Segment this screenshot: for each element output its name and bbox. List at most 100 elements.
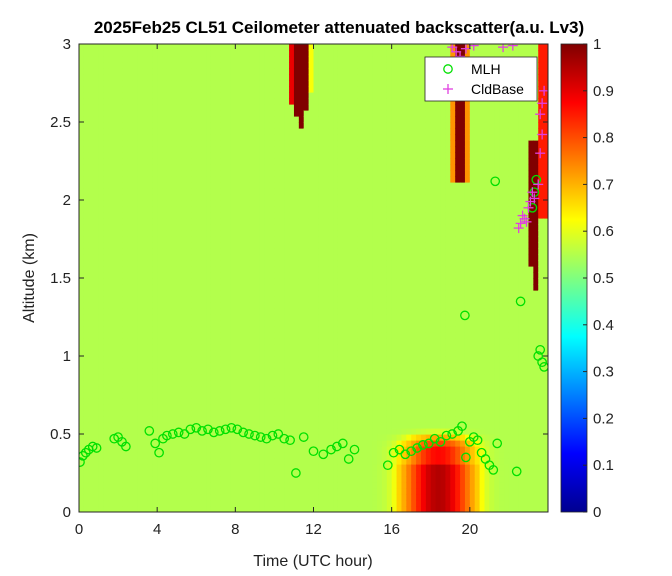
heat-cell <box>318 416 324 423</box>
heat-cell <box>381 56 388 63</box>
heat-cell <box>342 332 349 339</box>
heat-cell <box>181 164 188 171</box>
heat-cell <box>88 260 95 267</box>
heat-cell <box>367 452 373 459</box>
heat-cell <box>347 170 354 177</box>
heat-cell <box>181 320 188 327</box>
heat-cell <box>83 182 90 189</box>
heat-cell <box>367 146 373 153</box>
heat-cell <box>206 494 212 501</box>
heat-cell <box>113 344 119 351</box>
heat-cell <box>166 152 173 159</box>
heat-cell <box>196 122 202 129</box>
heat-cell <box>323 44 329 51</box>
heat-cell <box>210 296 217 303</box>
heat-cell <box>215 398 222 405</box>
heat-cell <box>152 128 158 135</box>
heat-cell <box>254 122 261 129</box>
heat-cell <box>108 302 114 309</box>
heat-cell <box>230 416 236 423</box>
heat-cell <box>191 92 197 99</box>
heat-cell <box>132 482 139 489</box>
heat-cell <box>386 350 393 357</box>
heat-cell <box>132 254 139 261</box>
heat-cell <box>108 380 114 387</box>
heat-cell <box>152 458 158 465</box>
heat-cell <box>137 428 144 435</box>
heat-cell <box>142 146 148 153</box>
heat-cell <box>289 104 295 111</box>
heat-cell <box>196 368 202 375</box>
heat-cell <box>225 230 232 237</box>
heat-cell <box>206 458 212 465</box>
heat-cell <box>98 206 105 213</box>
heat-cell <box>215 134 222 141</box>
heat-cell <box>259 80 266 87</box>
heat-cell <box>142 80 148 87</box>
heat-cell <box>328 188 334 195</box>
heat-cell <box>220 68 227 75</box>
heat-cell <box>333 356 339 363</box>
heat-cell <box>98 266 105 273</box>
heat-cell <box>235 182 241 189</box>
heat-cell <box>137 92 144 99</box>
heat-cell <box>83 464 90 471</box>
heat-cell <box>201 482 207 489</box>
heat-cell <box>181 194 188 201</box>
heat-cell <box>279 200 285 207</box>
heat-cell <box>176 338 183 345</box>
heat-cell <box>235 152 241 159</box>
heat-cell <box>240 428 246 435</box>
heat-cell <box>284 350 290 357</box>
heat-cell <box>249 50 256 57</box>
heat-cell <box>347 494 354 501</box>
heat-cell <box>98 128 105 135</box>
heat-cell <box>196 206 202 213</box>
heat-cell <box>318 440 324 447</box>
heat-cell <box>381 92 388 99</box>
heat-cell <box>259 338 266 345</box>
heat-cell <box>240 410 246 417</box>
heat-cell <box>342 224 349 231</box>
heat-cell <box>186 344 192 351</box>
heat-cell <box>313 164 319 171</box>
heat-cell <box>181 422 188 429</box>
heat-cell <box>235 380 241 387</box>
heat-cell <box>372 482 378 489</box>
heat-cell <box>381 290 388 297</box>
heat-cell <box>240 380 246 387</box>
heat-cell <box>357 164 363 171</box>
heat-cell <box>108 98 114 105</box>
heat-cell <box>157 368 163 375</box>
heat-cell <box>196 200 202 207</box>
heat-cell <box>337 404 344 411</box>
heat-cell <box>113 224 119 231</box>
heat-cell <box>88 326 95 333</box>
heat-cell <box>127 236 134 243</box>
heat-cell <box>181 218 188 225</box>
heat-cell <box>298 206 305 213</box>
heat-cell <box>298 218 305 225</box>
heat-cell <box>108 242 114 249</box>
heat-cell <box>362 398 368 405</box>
heat-cell <box>122 476 129 483</box>
heat-cell <box>191 476 197 483</box>
heat-cell <box>191 452 197 459</box>
heat-cell <box>352 374 359 381</box>
heat-cell <box>152 218 158 225</box>
heat-cell <box>215 92 222 99</box>
heat-cell <box>88 416 95 423</box>
heat-cell <box>142 314 148 321</box>
heat-cell <box>210 362 217 369</box>
heat-cell <box>284 230 290 237</box>
heat-cell <box>103 350 109 357</box>
heat-cell <box>186 302 192 309</box>
heat-cell <box>318 104 324 111</box>
heat-cell <box>152 188 158 195</box>
heat-cell <box>284 326 290 333</box>
heat-cell <box>157 92 163 99</box>
heat-cell <box>191 260 197 267</box>
heat-cell <box>98 68 105 75</box>
heat-cell <box>372 488 378 495</box>
heat-cell <box>83 404 90 411</box>
